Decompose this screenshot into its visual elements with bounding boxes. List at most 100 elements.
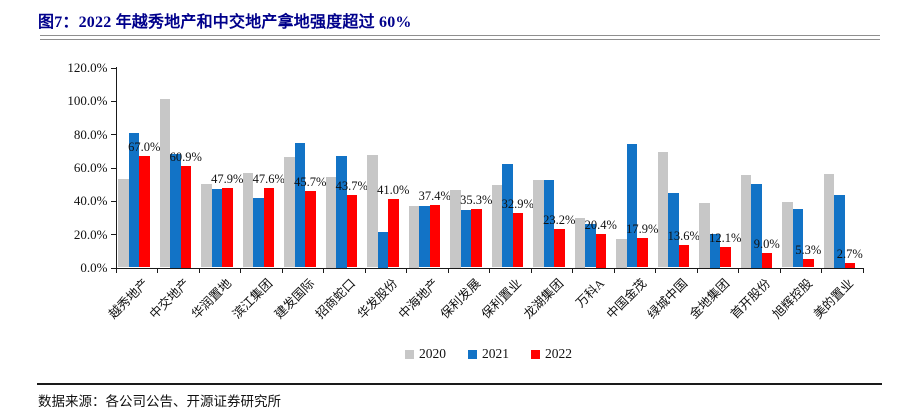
bar-2020 (533, 180, 544, 268)
x-category-label: 建发国际 (271, 275, 317, 322)
legend-label-2021: 2021 (482, 346, 509, 361)
bar-2021 (253, 197, 264, 268)
bar-value-label: 13.6% (667, 228, 700, 243)
x-category-label: 旭辉控股 (769, 275, 815, 322)
x-axis-tick (240, 269, 241, 273)
bar-2021 (170, 153, 181, 268)
land-acquisition-intensity-bar-chart: 0.0% 20.0% 40.0% 60.0% 80.0% 100.0% 120.0% 67.0… (67, 60, 864, 322)
y-axis-tick (110, 67, 116, 69)
y-axis-tick (110, 267, 116, 269)
y-axis-tick-label: 0.0% (80, 260, 108, 275)
x-axis-tick (696, 269, 698, 273)
bar-value-label: 5.3% (795, 242, 822, 257)
x-axis-tick (157, 269, 158, 273)
bar-2021 (792, 209, 803, 268)
y-axis-tick-label: 80.0% (73, 126, 108, 142)
bar-2020 (574, 218, 585, 268)
bar-2021 (668, 193, 679, 268)
x-axis-tick (572, 269, 573, 273)
bar-2020 (201, 184, 212, 268)
x-axis-tick (281, 269, 283, 273)
bar-value-label: 20.4% (584, 217, 617, 232)
bar-2022 (595, 233, 606, 268)
bar-value-label: 12.1% (709, 231, 742, 246)
legend-swatch-2020 (405, 349, 414, 359)
y-axis-line (115, 67, 117, 269)
x-category-label: 金地集团 (686, 275, 732, 322)
bar-2021 (543, 179, 554, 268)
bar-2022 (346, 194, 357, 268)
bar-value-label: 32.9% (501, 196, 534, 211)
bar-2021 (294, 143, 305, 268)
bar-2020 (284, 156, 295, 268)
bar-2022 (139, 155, 150, 268)
x-category-label: 中国金茂 (603, 275, 649, 322)
bar-value-label: 35.3% (460, 192, 493, 207)
bar-2022 (554, 228, 565, 268)
y-axis-tick (110, 167, 116, 169)
x-category-label: 美的置业 (811, 275, 857, 322)
bar-2022 (803, 258, 814, 268)
x-category-label: 保利发展 (437, 275, 483, 322)
x-axis-tick (862, 269, 864, 273)
legend-label-2020: 2020 (419, 346, 446, 361)
x-category-label: 万科A (573, 275, 608, 310)
y-axis-tick (110, 200, 116, 202)
x-axis-tick (530, 269, 532, 273)
legend-swatch-2021 (468, 349, 477, 359)
bar-2022 (263, 188, 274, 268)
bar-2021 (211, 189, 222, 268)
bar-value-label: 47.6% (252, 172, 285, 187)
bar-2020 (159, 99, 170, 268)
bar-2021 (128, 132, 139, 268)
bar-2021 (751, 184, 762, 268)
bar-2022 (305, 191, 316, 268)
bar-2022 (637, 237, 648, 268)
chart-legend: 2020 2021 2022 (115, 346, 862, 362)
x-axis-tick (655, 269, 656, 273)
bar-2020 (616, 238, 627, 268)
x-axis-tick (821, 269, 822, 273)
bar-2021 (502, 164, 513, 268)
bar-2022 (678, 244, 689, 268)
bar-2020 (740, 175, 751, 268)
legend-item-2022: 2022 (531, 346, 572, 362)
bar-2022 (429, 205, 440, 268)
x-category-label: 华发股份 (354, 275, 400, 322)
x-axis-tick (115, 269, 117, 273)
x-axis-tick (738, 269, 739, 273)
x-category-label: 越秀地产 (105, 275, 151, 322)
legend-swatch-2022 (531, 349, 540, 359)
bar-2021 (709, 234, 720, 268)
bar-2020 (491, 185, 502, 268)
x-category-label: 中海地产 (396, 275, 442, 322)
bar-2020 (782, 201, 793, 268)
x-axis-tick (489, 269, 490, 273)
bar-2021 (377, 232, 388, 268)
bar-value-label: 45.7% (294, 175, 327, 190)
bar-2022 (512, 212, 523, 268)
bar-value-label: 60.9% (169, 150, 202, 164)
bar-2020 (450, 190, 461, 268)
bar-value-label: 43.7% (335, 178, 368, 193)
bar-2022 (180, 166, 191, 268)
x-axis-tick (198, 269, 200, 273)
bar-value-label: 67.0% (128, 139, 161, 154)
x-axis-tick (364, 269, 366, 273)
y-axis-tick-label: 120.0% (67, 60, 108, 75)
bar-2022 (388, 199, 399, 268)
x-category-label: 招商蛇口 (313, 275, 359, 322)
bar-2020 (699, 202, 710, 268)
bar-2020 (367, 155, 378, 268)
bar-2020 (242, 172, 253, 268)
bar-value-label: 2.7% (836, 247, 863, 261)
source-note: 数据来源：各公司公告、开源证券研究所 (38, 394, 281, 409)
bar-2021 (834, 194, 845, 268)
x-category-label: 保利置业 (479, 275, 525, 322)
legend-item-2021: 2021 (468, 346, 509, 362)
x-category-label: 绿城中国 (645, 275, 691, 322)
bar-value-label: 23.2% (543, 212, 576, 227)
bar-value-label: 37.4% (418, 189, 451, 204)
bar-2020 (823, 174, 834, 268)
y-axis-tick-label: 20.0% (73, 226, 108, 242)
